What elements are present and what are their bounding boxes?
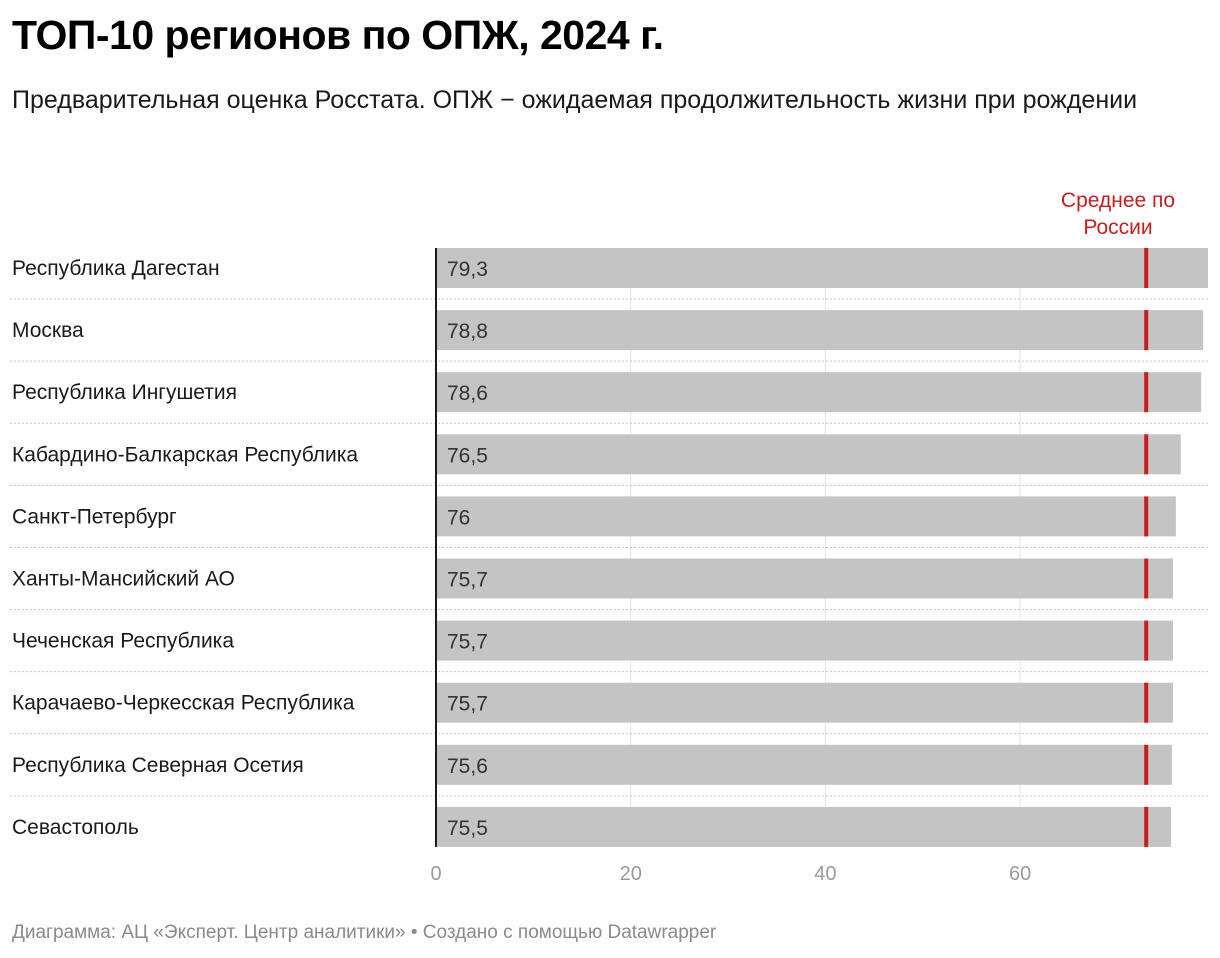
value-label: 75,5 (447, 817, 488, 840)
category-label: Республика Дагестан (12, 257, 220, 280)
bar (436, 310, 1204, 351)
reference-marker (1144, 310, 1149, 351)
x-tick-label: 20 (620, 863, 642, 885)
bar (436, 806, 1172, 847)
value-label: 79,3 (447, 258, 488, 281)
bar (436, 372, 1202, 413)
value-label: 78,6 (447, 382, 488, 405)
bar (436, 620, 1173, 661)
value-label: 75,7 (447, 569, 488, 592)
labels: Республика Дагестан 79,3 Москва 78,8 Республ… (12, 257, 488, 840)
reference-marker (1144, 496, 1149, 537)
bar (436, 744, 1172, 785)
category-label: Санкт-Петербург (12, 505, 177, 528)
value-label: 75,6 (447, 755, 488, 778)
category-label: Республика Северная Осетия (12, 754, 304, 777)
bar (436, 496, 1176, 537)
bar (436, 248, 1208, 288)
category-label: Кабардино-Балкарская Республика (12, 443, 358, 466)
reference-line-label: Среднее по России (1060, 189, 1176, 239)
reference-marker (1144, 806, 1149, 847)
reference-marker (1144, 682, 1149, 723)
x-tick-label: 60 (1009, 863, 1031, 885)
category-label: Республика Ингушетия (12, 381, 237, 404)
chart-title: ТОП-10 регионов по ОПЖ, 2024 г. (12, 12, 664, 58)
reference-markers (1144, 248, 1149, 847)
reference-marker (1144, 248, 1149, 288)
value-label: 76,5 (447, 444, 488, 467)
bars (436, 248, 1208, 847)
reference-marker (1144, 372, 1149, 413)
bar (436, 558, 1173, 599)
category-label: Москва (12, 319, 84, 342)
x-tick-label: 40 (814, 863, 836, 885)
category-label: Карачаево-Черкесская Республика (12, 692, 355, 715)
bar (436, 682, 1173, 723)
reference-marker (1144, 744, 1149, 785)
value-label: 75,7 (447, 693, 488, 716)
x-axis: 0 20 40 60 (430, 248, 1031, 885)
value-label: 75,7 (447, 631, 488, 654)
value-label: 78,8 (447, 320, 488, 343)
bar (436, 434, 1181, 475)
reference-marker (1144, 558, 1149, 599)
source-footer: Диаграмма: АЦ «Эксперт. Центр аналитики»… (12, 922, 717, 943)
category-label: Чеченская Республика (12, 630, 234, 653)
category-label: Севастополь (12, 816, 139, 839)
value-label: 76 (447, 506, 470, 529)
reference-marker (1144, 434, 1149, 475)
chart-subtitle: Предварительная оценка Росстата. ОПЖ − о… (12, 86, 1138, 114)
category-label: Ханты-Мансийский АО (12, 568, 235, 591)
bar-chart: Республика Дагестан 79,3 Москва 78,8 Республ… (10, 248, 1208, 885)
x-tick-label: 0 (430, 863, 441, 885)
reference-marker (1144, 620, 1149, 661)
